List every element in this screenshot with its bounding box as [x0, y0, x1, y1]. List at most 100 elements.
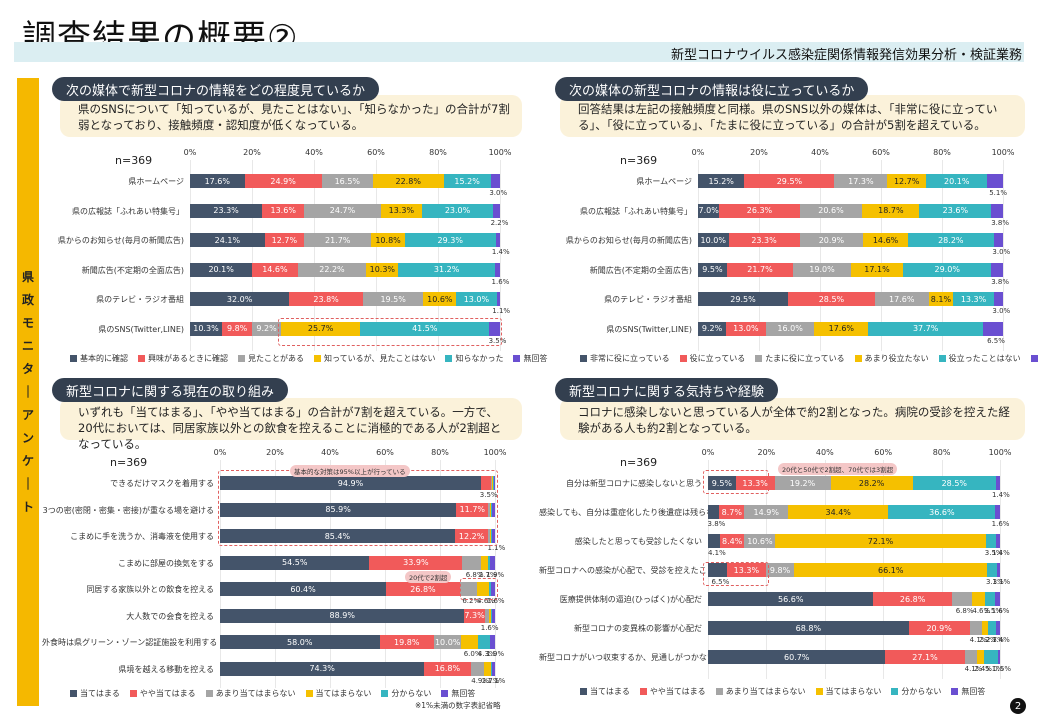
legend-label: 分からない — [391, 689, 432, 698]
sidebar-label: 県政モニタ ｜ アンケ ｜ ト — [17, 78, 39, 706]
row-label: 外食時は県グリーン・ゾーン認証施設を利用する — [42, 638, 218, 647]
bar-segment — [461, 635, 478, 649]
bar-segment: 24.7% — [304, 203, 381, 218]
bar-segment: 23.6% — [919, 203, 992, 218]
legend-item: 役立ったことはない — [938, 353, 1021, 364]
small-value-label: 1.6% — [491, 277, 510, 286]
gridline — [220, 460, 221, 688]
stacked-bar: 88.9% 7.3% — [220, 608, 495, 623]
bar-segment — [462, 555, 481, 570]
bar-segment — [995, 534, 1000, 548]
row-label: 新聞広告(不定期の全面広告) — [589, 265, 692, 275]
bar-segment: 12.2% — [454, 529, 489, 543]
legend-label: 興味があるときに確認 — [148, 354, 228, 363]
bar-segment: 10.6% — [423, 292, 457, 306]
bar-segment: 85.9% — [220, 502, 457, 517]
bar-segment — [708, 534, 720, 548]
bar-segment: 20.1% — [190, 262, 253, 277]
row-label: 県のSNS(Twitter,LINE) — [606, 324, 692, 334]
bar-segment: 9.2% — [698, 321, 727, 336]
bar-segment: 88.9% — [220, 608, 465, 623]
sidebar-char: ニ — [21, 338, 34, 353]
bar-segment: 28.2% — [907, 233, 994, 247]
axis-tick-label: 60% — [872, 148, 890, 157]
bar-segment — [480, 476, 491, 490]
bar-segment — [964, 650, 977, 664]
bar-segment: 8.7% — [719, 505, 745, 519]
bar-segment — [491, 476, 493, 490]
legend-swatch — [381, 690, 389, 697]
bar-segment: 9.8% — [221, 321, 253, 336]
row-label: こまめに手を洗うか、消毒液を使用する — [70, 532, 214, 541]
bar-segment: 94.9% — [220, 476, 481, 490]
legend-label: あまり役立たない — [864, 354, 929, 363]
bar-segment: 68.8% — [708, 621, 909, 635]
bar-segment: 29.0% — [903, 262, 992, 277]
row-label: できるだけマスクを着用する — [110, 479, 214, 488]
legend-swatch — [938, 355, 946, 362]
legend-item: 無回答 — [441, 688, 475, 699]
legend-label: 当てはまる — [590, 687, 630, 696]
callout-label: 基本的な対策は95%以上が行っている — [290, 465, 410, 477]
stacked-bar: 85.4% 12.2% — [220, 529, 495, 543]
bar-segment — [987, 174, 1003, 188]
legend-item: やや当てはまる — [129, 688, 196, 699]
sidebar-char: 政 — [21, 292, 34, 307]
bar-segment — [708, 505, 720, 519]
legend-swatch — [314, 355, 321, 362]
stacked-bar: 56.6% 26.8% — [708, 592, 1000, 606]
bar-segment — [459, 582, 477, 596]
small-value-label: 2.7% — [481, 676, 500, 685]
bar-segment: 13.6% — [262, 203, 305, 218]
small-value-label: 6.8% — [955, 607, 974, 615]
bar-segment — [491, 529, 495, 543]
row-label: 新型コロナへの感染が心配で、受診を控えたことがある — [539, 566, 739, 575]
small-value-label: 1.1% — [487, 544, 506, 552]
bar-segment — [490, 582, 495, 596]
bar-segment: 23.3% — [190, 203, 263, 218]
stacked-bar: 20.1% 14.6% 22.2% 10.3% 31.2% — [190, 262, 500, 277]
legend-item: 見たことがある — [238, 353, 304, 364]
stacked-bar: 85.9% 11.7% — [220, 502, 495, 517]
bar-segment: 23.3% — [728, 233, 800, 247]
legend-swatch — [951, 688, 959, 695]
bar-segment: 29.5% — [744, 174, 835, 188]
bar-segment: 10.3% — [366, 262, 399, 277]
row-label: 県からのお知らせ(毎月の新聞広告) — [57, 236, 184, 245]
legend-item: あまり当てはまらない — [715, 686, 806, 697]
small-value-label: 5.1% — [985, 665, 1003, 673]
small-value-label: 6.2% — [462, 597, 481, 605]
legend-label: 当てはまる — [80, 689, 120, 698]
legend-label: 当てはまらない — [825, 687, 882, 696]
row-label: 3つの密(密閉・密集・密接)が重なる場を避ける — [42, 505, 214, 515]
legend-label: やや当てはまる — [649, 687, 706, 696]
small-value-label: 6.8% — [465, 570, 484, 579]
legend-swatch — [580, 688, 587, 695]
legend-swatch — [679, 355, 687, 362]
bar-segment: 16.0% — [765, 321, 815, 336]
bar-segment: 13.3% — [726, 563, 766, 577]
legend-label: あまり当てはまらない — [215, 689, 296, 698]
axis-tick-label: 0% — [183, 148, 197, 157]
row-label: 県のテレビ・ラジオ番組 — [96, 295, 184, 304]
bar-segment: 28.5% — [787, 292, 875, 306]
gridline — [1000, 460, 1001, 679]
bar-segment: 21.7% — [304, 233, 372, 247]
stacked-bar: 94.9% — [220, 476, 495, 490]
gridline — [500, 160, 501, 351]
bar-segment — [476, 582, 490, 596]
row-label: 県のテレビ・ラジオ番組 — [604, 295, 692, 304]
row-label: 医療提供体制の逼迫(ひっぱく)が心配だ — [559, 595, 702, 604]
legend-item: 興味があるときに確認 — [138, 353, 228, 364]
bar-segment — [491, 608, 495, 623]
sample-size-label: n=369 — [620, 154, 658, 167]
legend-item: 当てはまらない — [305, 688, 371, 699]
panel-title-current-efforts: 新型コロナに関する現在の取り組み — [52, 378, 289, 402]
stacked-bar: 9.5% 21.7% 19.0% 17.1% 29.0% — [698, 262, 1003, 277]
bar-segment — [491, 661, 492, 676]
bar-segment: 8.1% — [928, 292, 954, 306]
legend-label: 無回答 — [961, 687, 986, 696]
small-value-label: 3.5% — [488, 336, 507, 345]
small-value-label: 3.8% — [707, 520, 726, 528]
bar-segment: 11.7% — [456, 502, 489, 517]
